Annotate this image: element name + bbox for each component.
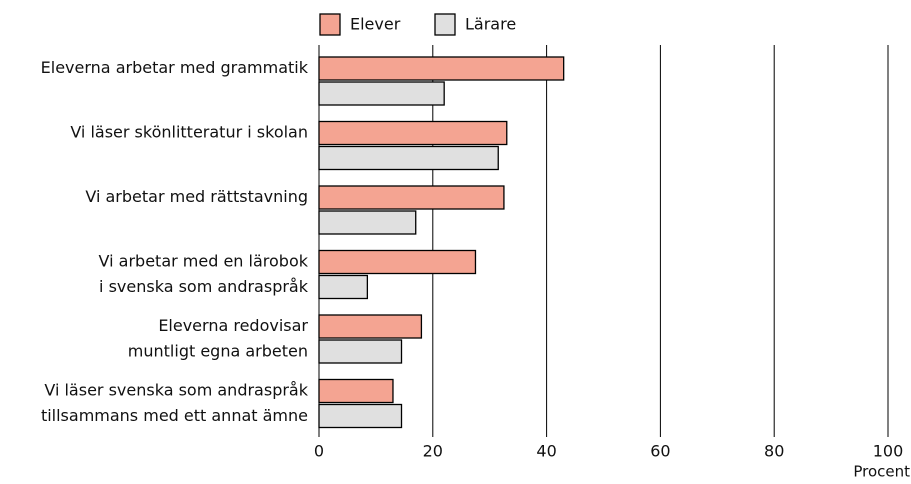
bar (318, 56, 565, 81)
bar (318, 403, 403, 429)
legend-swatch (434, 13, 456, 36)
y-tick-label: Eleverna redovisar (158, 316, 308, 335)
y-tick-label: Vi läser svenska som andraspråk (44, 381, 308, 400)
x-tick-label: 80 (764, 442, 784, 461)
y-tick-label: tillsammans med ett annat ämne (41, 406, 308, 425)
y-tick-label: Vi arbetar med en lärobok (99, 252, 309, 271)
bar (318, 274, 369, 300)
y-tick-label: muntligt egna arbeten (128, 342, 308, 361)
legend-swatch (319, 13, 341, 36)
legend-label: Elever (350, 15, 401, 34)
bar (318, 120, 508, 146)
x-tick-label: 20 (423, 442, 443, 461)
x-axis-label: Procent (853, 463, 910, 481)
x-tick-label: 40 (536, 442, 556, 461)
bar (318, 339, 403, 364)
bar (318, 145, 499, 171)
y-tick-label: Vi läser skönlitteratur i skolan (70, 123, 308, 142)
legend-label: Lärare (465, 15, 516, 34)
bar (318, 185, 505, 210)
bar (318, 210, 417, 235)
bar (318, 314, 423, 339)
y-tick-label: i svenska som andraspråk (99, 277, 309, 296)
bar (318, 81, 445, 106)
x-tick-label: 0 (314, 442, 324, 461)
y-tick-label: Eleverna arbetar med grammatik (41, 58, 309, 77)
x-tick-label: 60 (650, 442, 670, 461)
x-tick-label: 100 (873, 442, 904, 461)
bar (318, 378, 394, 404)
y-tick-label: Vi arbetar med rättstavning (85, 187, 308, 206)
bar (318, 249, 477, 275)
